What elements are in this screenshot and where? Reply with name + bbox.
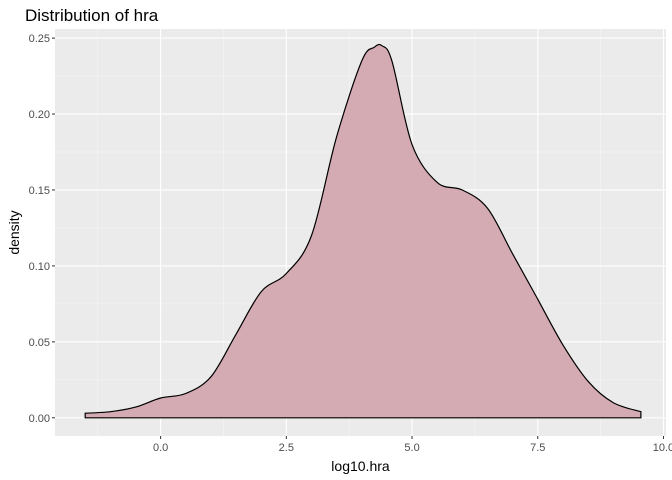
x-tick-label: 2.5: [279, 442, 294, 454]
y-tick-label: 0.25: [29, 33, 50, 45]
y-tick-label: 0.00: [29, 413, 50, 425]
y-tick-label: 0.05: [29, 337, 50, 349]
chart-title: Distribution of hra: [25, 6, 159, 25]
x-tick-label: 7.5: [530, 442, 545, 454]
x-tick-label: 0.0: [153, 442, 168, 454]
y-tick-label: 0.15: [29, 185, 50, 197]
x-axis-title: log10.hra: [331, 458, 390, 474]
y-axis-title: density: [6, 210, 22, 254]
y-tick-label: 0.10: [29, 261, 50, 273]
x-tick-label: 10.0: [653, 442, 672, 454]
density-area: [84, 43, 642, 419]
y-tick-label: 0.20: [29, 109, 50, 121]
x-tick-label: 5.0: [404, 442, 419, 454]
axis-ticks: 0.0 2.5 5.0 7.5 10.0 0.00 0.05 0.10 0.15 0.20 0.25: [29, 33, 672, 454]
